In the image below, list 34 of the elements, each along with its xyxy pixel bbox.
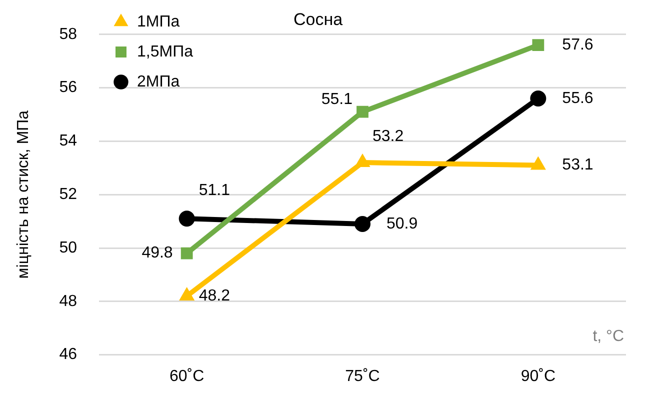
data-label: 49.8 — [142, 244, 173, 262]
x-tick-label: 60˚C — [169, 368, 204, 385]
y-tick-label: 50 — [59, 239, 78, 256]
chart-title: Сосна — [293, 10, 344, 29]
data-label: 48.2 — [198, 287, 230, 304]
data-label: 55.1 — [321, 91, 353, 108]
point — [532, 39, 544, 52]
y-tick-label: 56 — [59, 79, 78, 96]
point — [180, 247, 193, 260]
data-label: 50.9 — [386, 215, 418, 232]
point — [178, 210, 195, 227]
y-tick-label: 58 — [59, 26, 78, 43]
y-tick-label: 46 — [59, 346, 78, 364]
legend-label: 1,5МПа — [136, 43, 194, 60]
point — [530, 90, 546, 106]
point — [180, 288, 194, 301]
data-label: 51.1 — [198, 182, 230, 200]
y-axis-title: міцність на стиск, МПа — [15, 110, 32, 279]
y-tick-label: 52 — [59, 186, 78, 204]
x-tick-label: 90˚C — [520, 368, 556, 385]
point — [355, 154, 370, 168]
x-axis-title: t, °C — [592, 328, 624, 346]
data-label: 53.1 — [562, 156, 594, 174]
point — [356, 106, 368, 118]
legend-label: 1МПа — [136, 13, 180, 30]
data-label: 53.2 — [372, 128, 404, 145]
y-tick-label: 54 — [59, 132, 78, 150]
y-tick-label: 48 — [59, 292, 78, 310]
point — [531, 157, 546, 170]
point — [354, 216, 370, 232]
data-label: 57.6 — [562, 36, 594, 54]
legend-label: 2МПа — [136, 73, 180, 90]
data-label: 55.6 — [562, 90, 594, 107]
x-tick-label: 75˚C — [345, 368, 380, 385]
